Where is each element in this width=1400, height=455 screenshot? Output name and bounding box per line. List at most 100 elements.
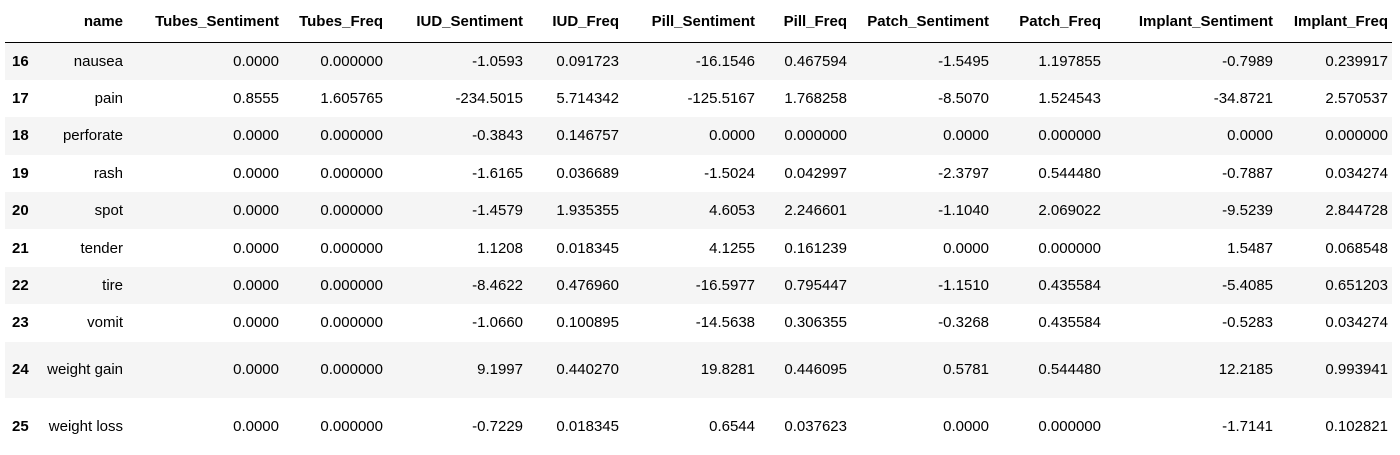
column-header-implant-freq: Implant_Freq — [1277, 0, 1392, 43]
cell-implant-freq: 2.844728 — [1325, 202, 1388, 220]
cell-iud-freq: 0.018345 — [556, 417, 619, 435]
cell-name: weight loss — [43, 398, 127, 455]
cell-iud-freq: 0.091723 — [556, 52, 619, 70]
cell-iud-freq: 0.146757 — [556, 127, 619, 145]
cell-implant-sentiment: -34.8721 — [1213, 90, 1273, 108]
cell-pill-freq: 2.246601 — [784, 202, 847, 220]
column-header-tubes-sentiment: Tubes_Sentiment — [127, 0, 283, 43]
row-index: 25 — [12, 417, 29, 435]
cell-tubes-freq: 0.000000 — [320, 314, 383, 332]
cell-tubes-freq: 0.000000 — [320, 417, 383, 435]
cell-implant-freq: 0.034274 — [1325, 314, 1388, 332]
cell-patch-freq: 0.544480 — [1038, 164, 1101, 182]
cell-name-text: weight loss — [48, 417, 123, 435]
dataframe-table: name Tubes_Sentiment Tubes_Freq IUD_Sent… — [5, 0, 1392, 455]
cell-name: rash — [93, 164, 123, 182]
cell-implant-sentiment: 0.0000 — [1227, 127, 1273, 145]
table-row: 23 vomit 0.0000 0.000000 -1.0660 0.10089… — [5, 304, 1392, 342]
table-row: 17 pain 0.8555 1.605765 -234.5015 5.7143… — [5, 79, 1392, 118]
cell-pill-sentiment: 0.0000 — [709, 127, 755, 145]
cell-iud-sentiment: -0.7229 — [472, 417, 523, 435]
cell-pill-freq: 0.037623 — [784, 417, 847, 435]
row-index: 19 — [12, 164, 29, 182]
column-header-iud-sentiment: IUD_Sentiment — [387, 0, 527, 43]
cell-pill-freq: 0.795447 — [784, 277, 847, 295]
cell-iud-sentiment: 1.1208 — [477, 239, 523, 257]
column-header-tubes-freq: Tubes_Freq — [283, 0, 387, 43]
cell-tubes-sentiment: 0.0000 — [233, 239, 279, 257]
cell-implant-freq: 0.239917 — [1325, 52, 1388, 70]
cell-patch-sentiment: -0.3268 — [938, 314, 989, 332]
row-index: 17 — [12, 90, 29, 108]
cell-patch-freq: 0.000000 — [1038, 127, 1101, 145]
table-row: 25 weight loss 0.0000 0.000000 -0.7229 0… — [5, 398, 1392, 455]
cell-name: tender — [80, 239, 123, 257]
row-index: 16 — [12, 52, 29, 70]
cell-patch-sentiment: -2.3797 — [938, 164, 989, 182]
cell-tubes-sentiment: 0.0000 — [233, 52, 279, 70]
column-header-iud-freq: IUD_Freq — [527, 0, 623, 43]
index-header — [5, 0, 43, 43]
cell-patch-freq: 1.197855 — [1038, 52, 1101, 70]
cell-name-text: weight gain — [47, 361, 123, 379]
column-header-implant-sentiment: Implant_Sentiment — [1105, 0, 1277, 43]
cell-iud-sentiment: -1.0593 — [472, 52, 523, 70]
row-index: 22 — [12, 277, 29, 295]
cell-tubes-freq: 0.000000 — [320, 52, 383, 70]
table-row: 20 spot 0.0000 0.000000 -1.4579 1.935355… — [5, 192, 1392, 230]
cell-name: vomit — [87, 314, 123, 332]
row-index: 24 — [12, 361, 29, 379]
cell-name: weight gain — [43, 342, 127, 399]
cell-patch-freq: 2.069022 — [1038, 202, 1101, 220]
cell-pill-freq: 0.446095 — [784, 361, 847, 379]
cell-iud-freq: 0.476960 — [556, 277, 619, 295]
cell-implant-sentiment: 1.5487 — [1227, 239, 1273, 257]
cell-pill-sentiment: -1.5024 — [704, 164, 755, 182]
cell-name: spot — [94, 202, 123, 220]
cell-patch-freq: 1.524543 — [1038, 90, 1101, 108]
cell-iud-sentiment: -234.5015 — [455, 90, 523, 108]
cell-patch-sentiment: 0.0000 — [943, 127, 989, 145]
cell-patch-sentiment: -1.1040 — [938, 202, 989, 220]
row-index: 20 — [12, 202, 29, 220]
cell-implant-freq: 2.570537 — [1325, 90, 1388, 108]
cell-patch-sentiment: 0.0000 — [943, 239, 989, 257]
cell-implant-freq: 0.068548 — [1325, 239, 1388, 257]
cell-pill-sentiment: 4.6053 — [709, 202, 755, 220]
cell-iud-freq: 5.714342 — [556, 90, 619, 108]
table-row: 18 perforate 0.0000 0.000000 -0.3843 0.1… — [5, 117, 1392, 155]
cell-pill-sentiment: -14.5638 — [695, 314, 755, 332]
cell-patch-sentiment: 0.5781 — [943, 361, 989, 379]
cell-pill-freq: 1.768258 — [784, 90, 847, 108]
cell-patch-freq: 0.544480 — [1038, 361, 1101, 379]
cell-tubes-sentiment: 0.0000 — [233, 277, 279, 295]
cell-name: nausea — [73, 52, 123, 70]
cell-pill-sentiment: 0.6544 — [709, 417, 755, 435]
cell-name: perforate — [62, 127, 123, 145]
cell-tubes-sentiment: 0.0000 — [233, 361, 279, 379]
cell-iud-sentiment: -1.4579 — [472, 202, 523, 220]
column-header-pill-sentiment: Pill_Sentiment — [623, 0, 759, 43]
cell-implant-freq: 0.102821 — [1325, 417, 1388, 435]
header-row: name Tubes_Sentiment Tubes_Freq IUD_Sent… — [5, 0, 1392, 43]
cell-implant-freq: 0.034274 — [1325, 164, 1388, 182]
cell-patch-freq: 0.435584 — [1038, 314, 1101, 332]
cell-iud-sentiment: -8.4622 — [472, 277, 523, 295]
cell-implant-freq: 0.000000 — [1325, 127, 1388, 145]
cell-implant-sentiment: -1.7141 — [1222, 417, 1273, 435]
row-index: 18 — [12, 127, 29, 145]
cell-patch-freq: 0.000000 — [1038, 417, 1101, 435]
table-row: 21 tender 0.0000 0.000000 1.1208 0.01834… — [5, 229, 1392, 267]
cell-implant-sentiment: -5.4085 — [1222, 277, 1273, 295]
cell-iud-sentiment: 9.1997 — [477, 361, 523, 379]
cell-tubes-freq: 0.000000 — [320, 164, 383, 182]
row-index: 21 — [12, 239, 29, 257]
cell-pill-freq: 0.306355 — [784, 314, 847, 332]
cell-implant-freq: 0.651203 — [1325, 277, 1388, 295]
cell-patch-sentiment: 0.0000 — [943, 417, 989, 435]
column-header-patch-sentiment: Patch_Sentiment — [851, 0, 993, 43]
table-row: 22 tire 0.0000 0.000000 -8.4622 0.476960… — [5, 266, 1392, 305]
cell-tubes-sentiment: 0.0000 — [233, 202, 279, 220]
cell-pill-sentiment: 19.8281 — [700, 361, 755, 379]
